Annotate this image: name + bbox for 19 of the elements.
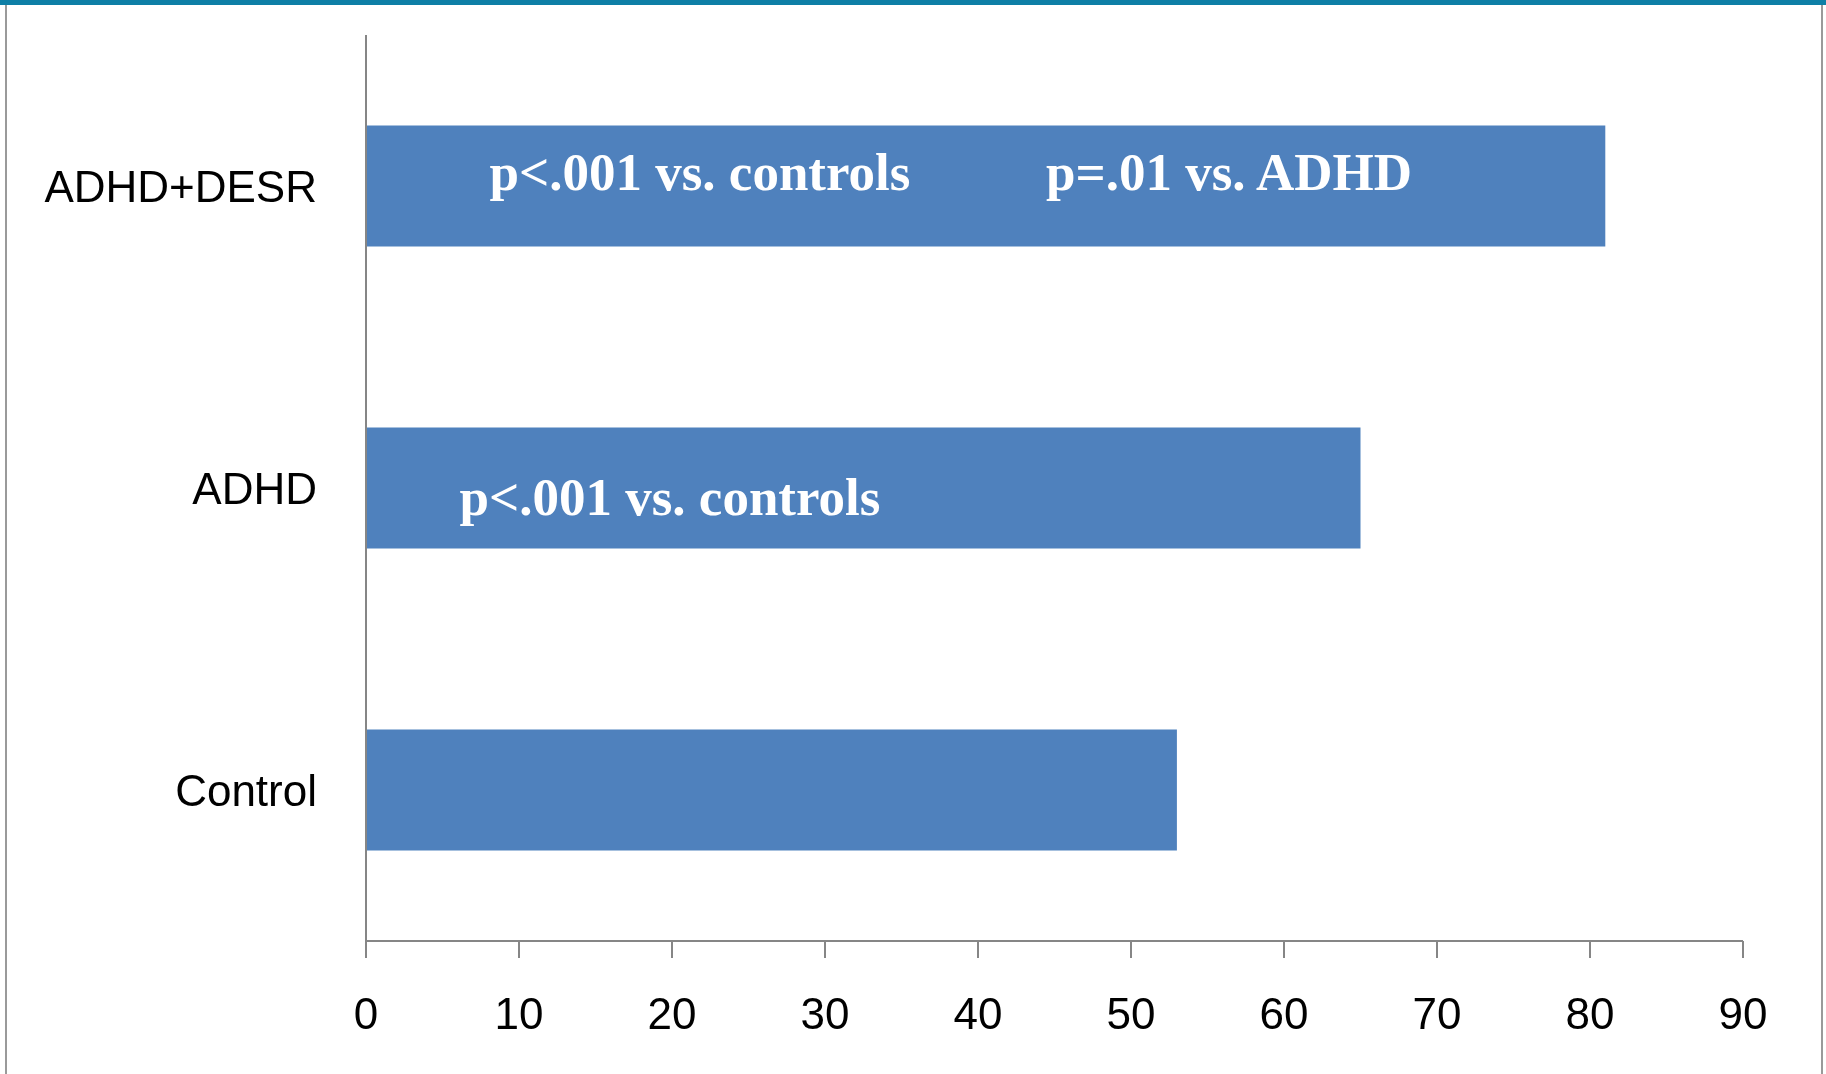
x-tick-label: 20 [647, 989, 697, 1039]
bar [366, 125, 1606, 247]
y-tick-label: Control [175, 765, 317, 815]
x-tick-label: 90 [1718, 989, 1768, 1039]
x-tick-label: 60 [1259, 989, 1309, 1039]
x-tick-label: 50 [1106, 989, 1156, 1039]
x-tick-label: 10 [494, 989, 544, 1039]
x-tick-label: 70 [1412, 989, 1462, 1039]
x-tick-label: 80 [1565, 989, 1615, 1039]
annotation: p<.001 vs. controls [459, 467, 881, 526]
annotation: p=.01 vs. ADHD [1046, 142, 1412, 201]
y-tick-label: ADHD [192, 463, 317, 513]
bar [366, 729, 1177, 851]
x-tick-label: 0 [353, 989, 379, 1039]
x-tick-label: 40 [953, 989, 1003, 1039]
x-tick-label: 30 [800, 989, 850, 1039]
annotation: p<.001 vs. controls [489, 142, 911, 201]
y-tick-label: ADHD+DESR [44, 161, 317, 211]
bar [366, 427, 1361, 549]
